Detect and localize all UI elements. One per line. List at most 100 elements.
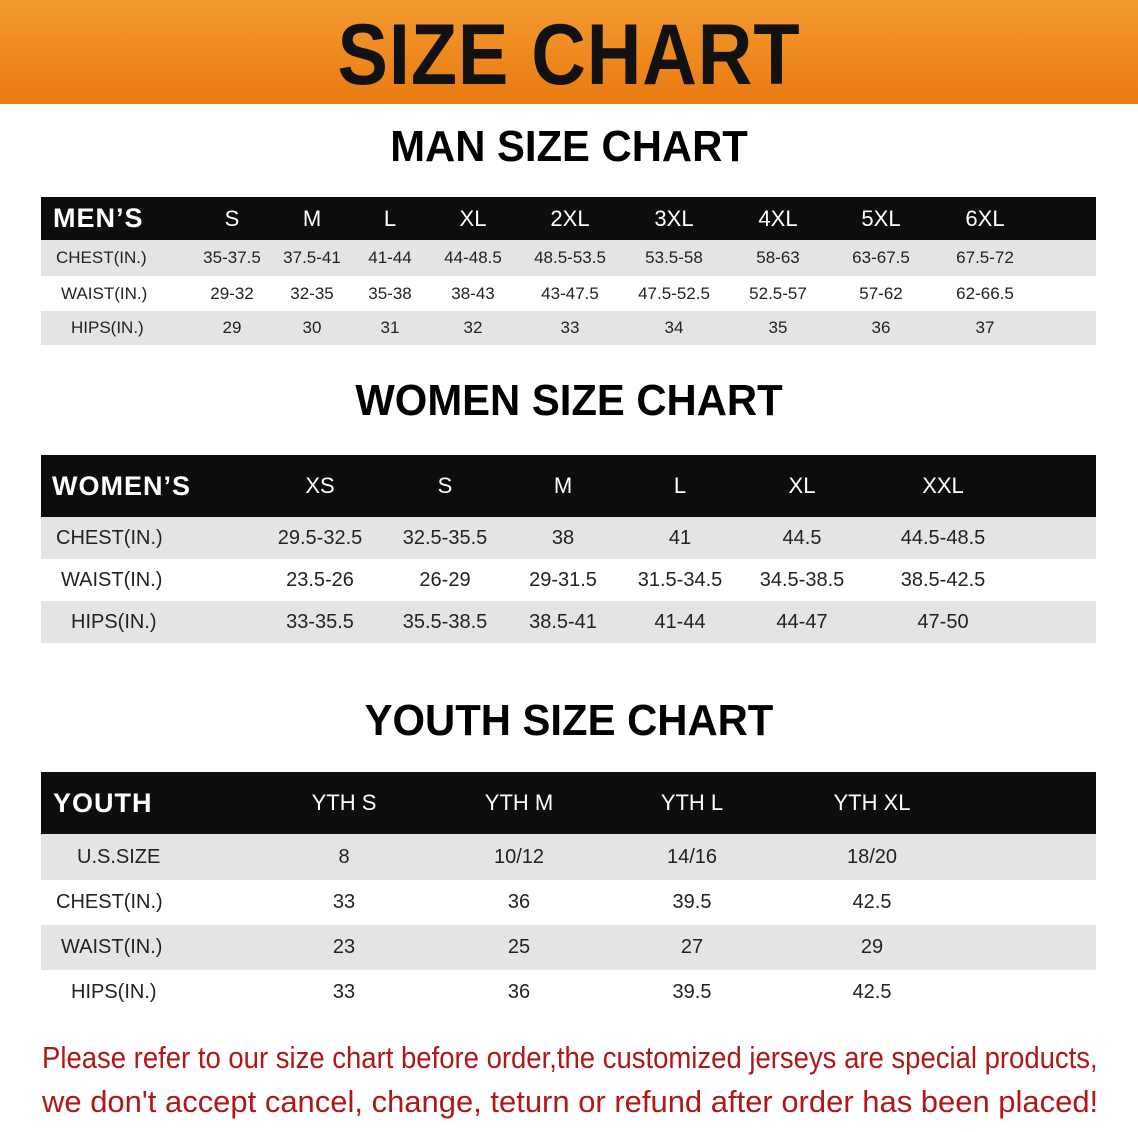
row-label: YOUTH	[53, 787, 153, 818]
table-cell: 14/16	[666, 845, 718, 868]
row-label: U.S.SIZE	[77, 845, 161, 868]
size-header: 6XL	[965, 205, 1005, 231]
table-cell: 34.5-38.5	[759, 568, 845, 591]
size-header: L	[673, 473, 687, 498]
table-cell: 27	[680, 936, 704, 958]
notice-line-2: we don't accept cancel, change, teturn o…	[42, 1084, 1099, 1119]
women-title: WOMEN SIZE CHART	[355, 376, 783, 425]
size-header: 3XL	[654, 205, 694, 231]
size-header: S	[437, 473, 453, 498]
table-row: HIPS(IN.) 29 30 31 32 33 34 35 36 37	[41, 311, 1096, 345]
table-cell: 52.5-57	[749, 283, 807, 303]
table-cell: 23.5-26	[286, 568, 354, 591]
table-cell: 36	[871, 318, 891, 337]
table-cell: 36	[507, 891, 531, 913]
banner: SIZE CHART	[0, 0, 1138, 104]
table-cell: 47.5-52.5	[638, 283, 710, 303]
table-row: CHEST(IN.) 33 36 39.5 42.5	[41, 880, 1096, 925]
size-header: XL	[788, 473, 816, 498]
men-title: MAN SIZE CHART	[390, 122, 748, 171]
size-header: 4XL	[758, 205, 798, 231]
table-cell: 25	[507, 936, 531, 958]
table-cell: 34	[664, 318, 684, 337]
table-cell: 41-44	[368, 248, 412, 267]
table-cell: 29	[222, 318, 242, 337]
table-row: WAIST(IN.) 29-32 32-35 35-38 38-43 43-47.5 47.…	[41, 276, 1096, 311]
table-cell: 35-38	[368, 283, 412, 303]
table-cell: 63-67.5	[852, 248, 910, 267]
table-cell: 33	[332, 891, 356, 913]
table-cell: 44.5-48.5	[900, 526, 986, 549]
table-row: WAIST(IN.) 23 25 27 29	[41, 925, 1096, 970]
size-header: YTH L	[660, 790, 724, 815]
row-label: HIPS(IN.)	[71, 981, 157, 1003]
table-cell: 29.5-32.5	[277, 526, 363, 549]
table-cell: 39.5	[672, 981, 712, 1003]
banner-title: SIZE CHART	[337, 7, 801, 103]
table-cell: 44-48.5	[444, 248, 502, 267]
table-cell: 38.5-41	[529, 610, 597, 633]
table-cell: 35.5-38.5	[402, 610, 488, 633]
table-cell: 38	[551, 526, 575, 549]
row-label: CHEST(IN.)	[56, 891, 163, 913]
table-row: HIPS(IN.) 33-35.5 35.5-38.5 38.5-41 41-44 44-…	[41, 601, 1096, 643]
table-cell: 48.5-53.5	[534, 248, 606, 267]
table-cell: 10/12	[493, 845, 545, 868]
row-label: MEN’S	[53, 203, 144, 233]
table-row: CHEST(IN.) 29.5-32.5 32.5-35.5 38 41 44.5 44.5…	[41, 517, 1096, 559]
row-label: WAIST(IN.)	[61, 936, 163, 958]
table-cell: 29-31.5	[529, 568, 597, 591]
table-cell: 33-35.5	[286, 610, 354, 633]
table-cell: 42.5	[852, 981, 892, 1003]
table-cell: 43-47.5	[541, 283, 599, 303]
row-label: HIPS(IN.)	[71, 610, 157, 633]
size-header: YTH S	[311, 790, 377, 815]
size-header: XL	[459, 205, 487, 231]
table-cell: 62-66.5	[956, 283, 1014, 303]
men-header-row: MEN’S S M L XL 2XL 3XL 4XL 5XL 6XL	[41, 197, 1096, 240]
table-cell: 31.5-34.5	[637, 568, 723, 591]
table-cell: 39.5	[672, 891, 712, 913]
row-label: CHEST(IN.)	[56, 526, 163, 549]
size-header: YTH M	[484, 790, 554, 815]
table-cell: 37	[975, 318, 995, 337]
table-cell: 44.5	[782, 526, 822, 549]
table-cell: 41	[668, 526, 692, 549]
table-cell: 32.5-35.5	[402, 526, 488, 549]
table-cell: 23	[332, 936, 356, 958]
size-header: 5XL	[861, 205, 901, 231]
table-cell: 36	[507, 981, 531, 1003]
table-cell: 44-47	[776, 610, 828, 633]
size-header: YTH XL	[833, 790, 911, 815]
table-cell: 42.5	[852, 891, 892, 913]
size-header: XXL	[922, 473, 964, 498]
size-header: S	[224, 205, 240, 231]
size-header: L	[383, 205, 397, 231]
table-cell: 47-50	[917, 610, 969, 633]
table-cell: 8	[338, 845, 350, 868]
table-cell: 32-35	[290, 283, 334, 303]
size-header: M	[302, 205, 322, 231]
table-cell: 33	[560, 318, 580, 337]
size-header: 2XL	[550, 205, 590, 231]
table-cell: 38.5-42.5	[900, 568, 986, 591]
table-cell: 57-62	[859, 283, 903, 303]
women-header-row: WOMEN’S XS S M L XL XXL	[41, 455, 1096, 517]
table-cell: 31	[380, 318, 400, 337]
table-cell: 37.5-41	[283, 248, 341, 267]
table-row: CHEST(IN.) 35-37.5 37.5-41 41-44 44-48.5 48.5…	[41, 240, 1096, 276]
table-cell: 53.5-58	[645, 248, 703, 267]
row-label: CHEST(IN.)	[56, 248, 147, 267]
table-cell: 58-63	[756, 248, 800, 267]
table-cell: 29	[860, 936, 884, 958]
size-header: M	[553, 473, 573, 498]
size-header: XS	[305, 473, 335, 498]
table-cell: 67.5-72	[956, 248, 1014, 267]
table-row: HIPS(IN.) 33 36 39.5 42.5	[41, 970, 1096, 1015]
row-label: HIPS(IN.)	[71, 318, 144, 337]
table-row: U.S.SIZE 8 10/12 14/16 18/20	[41, 834, 1096, 880]
table-cell: 18/20	[846, 845, 898, 868]
table-cell: 38-43	[451, 283, 495, 303]
table-cell: 32	[463, 318, 483, 337]
table-cell: 26-29	[419, 568, 471, 591]
